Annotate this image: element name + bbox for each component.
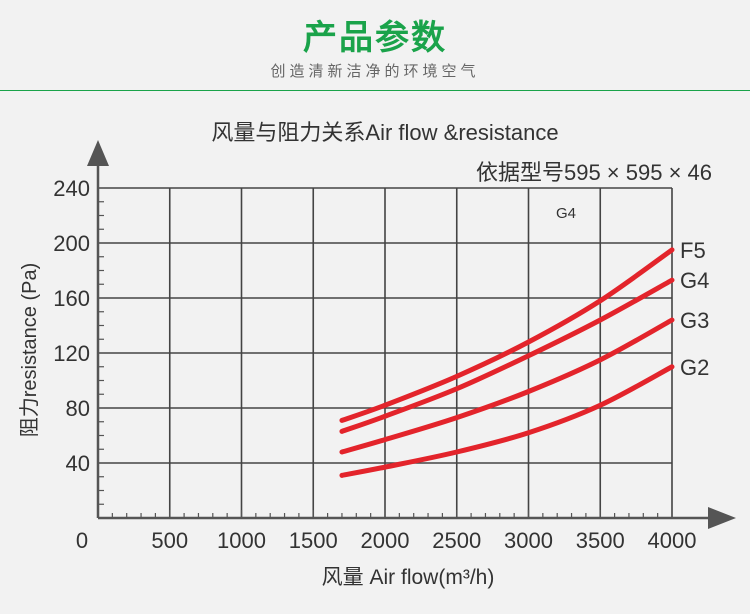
y-tick-label: 120 (53, 341, 90, 366)
grid-layer (98, 187, 673, 518)
series-label-g2: G2 (680, 355, 709, 380)
series-label-g3: G3 (680, 308, 709, 333)
series-label-f5: F5 (680, 238, 706, 263)
x-tick-label: 500 (151, 528, 188, 553)
ticks-layer: 0 500 1000 1500 2000 2500 3000 3500 4000 40 80 120 1… (53, 176, 696, 553)
series-label-g4: G4 (680, 268, 709, 293)
series-line-g4 (339, 277, 675, 434)
chart-annotation: G4 (556, 205, 576, 222)
x-tick-label: 4000 (648, 528, 697, 553)
chart-title: 风量与阻力关系Air flow &resistance (211, 120, 558, 145)
x-tick-label: 1000 (217, 528, 266, 553)
series-line-g2 (339, 364, 675, 478)
x-tick-label: 3000 (504, 528, 553, 553)
y-axis-label: 阻力resistance (Pa) (18, 263, 41, 438)
y-axis-arrow-icon (87, 140, 109, 166)
y-tick-label: 40 (66, 451, 90, 476)
series-line-g3 (339, 317, 675, 455)
series-line-f5 (339, 247, 675, 423)
x-axis-arrow-icon (708, 507, 736, 529)
series-layer: F5 G4 G3 G2 (339, 238, 709, 478)
x-tick-label: 0 (76, 528, 88, 553)
y-tick-label: 200 (53, 231, 90, 256)
x-tick-label: 2000 (361, 528, 410, 553)
x-axis-label: 风量 Air flow(m³/h) (322, 566, 495, 589)
page-title: 产品参数 (303, 18, 447, 58)
y-tick-label: 80 (66, 396, 90, 421)
page-subtitle: 创造清新洁净的环境空气 (270, 62, 480, 80)
x-tick-label: 3500 (576, 528, 625, 553)
chart-subtitle: 依据型号595 × 595 × 46 (476, 160, 712, 185)
x-tick-label: 2500 (432, 528, 481, 553)
y-tick-label: 160 (53, 286, 90, 311)
page-header: 产品参数 创造清新洁净的环境空气 (0, 0, 750, 92)
y-tick-label: 240 (53, 176, 90, 201)
header-divider (0, 90, 750, 91)
x-tick-label: 1500 (289, 528, 338, 553)
axes-layer (87, 140, 736, 529)
